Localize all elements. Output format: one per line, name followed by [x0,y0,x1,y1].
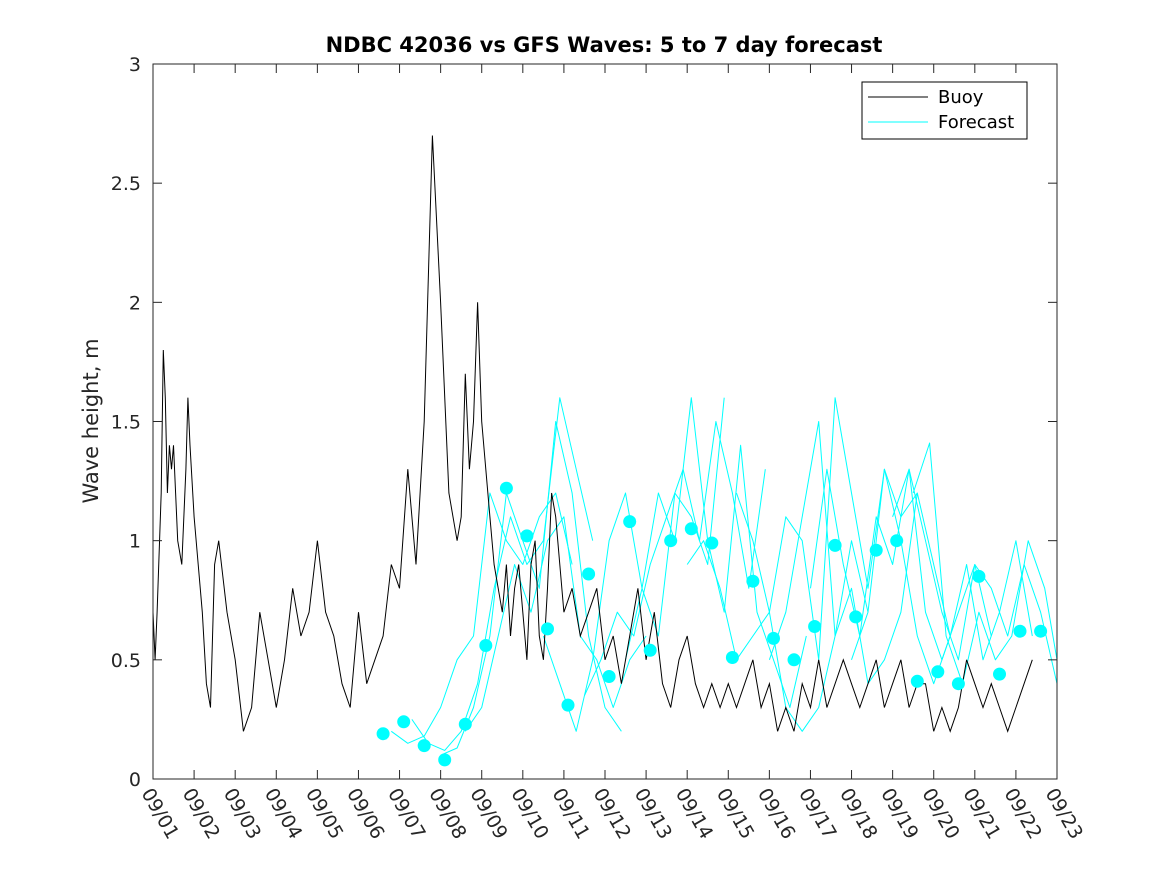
y-tick-label: 2.5 [111,173,141,195]
chart-title: NDBC 42036 vs GFS Waves: 5 to 7 day fore… [326,33,883,57]
forecast-marker [623,515,637,529]
forecast-marker [705,536,719,550]
legend-buoy-label: Buoy [938,87,984,108]
forecast-marker [993,667,1006,681]
forecast-marker [664,534,678,548]
forecast-marker [643,643,657,657]
forecast-marker [931,665,945,679]
forecast-marker [438,753,452,767]
y-tick-label: 1 [129,531,141,553]
forecast-line-7 [686,540,869,732]
forecast-line-12 [892,468,1058,684]
y-tick-label: 0 [129,769,141,791]
forecast-line-13 [912,442,1058,685]
forecast-line-5 [584,421,766,696]
plot-area [152,64,1058,779]
forecast-marker [951,677,965,691]
forecast-marker [582,567,596,581]
forecast-marker [767,631,780,645]
forecast-line-11 [851,468,1033,685]
forecast-marker [1034,624,1048,638]
forecast-marker [890,534,904,548]
forecast-marker [787,653,801,667]
forecast-marker [849,610,863,624]
forecast-marker [417,739,431,753]
y-axis-label: Wave height, m [79,338,103,503]
forecast-marker [376,727,390,741]
legend: Buoy Forecast [861,81,1028,140]
forecast-marker [869,543,883,557]
forecast-marker [520,529,534,543]
forecast-marker [808,620,822,633]
forecast-marker [397,715,411,729]
y-tick-label: 3 [129,54,141,76]
y-tick-label: 1.5 [111,412,141,434]
forecast-line-1 [411,397,594,751]
forecast-marker [602,670,616,683]
forecast-marker [499,481,513,495]
legend-forecast-label: Forecast [938,112,1014,133]
forecast-marker [479,639,493,652]
forecast-marker [458,717,472,731]
forecast-marker [725,651,739,664]
forecast-line-0 [391,492,573,744]
forecast-marker [1013,624,1027,638]
forecast-line-3 [464,516,647,732]
legend-box [861,81,1028,140]
forecast-marker [828,538,842,552]
forecast-marker [746,574,760,588]
forecast-marker [541,622,554,636]
forecast-marker [561,698,575,712]
y-tick-label: 0.5 [111,650,141,672]
buoy-series-line [152,135,1033,733]
y-tick-label: 2 [129,292,141,314]
forecast-marker [972,569,986,583]
forecast-marker [910,674,924,688]
forecast-marker [684,522,698,536]
